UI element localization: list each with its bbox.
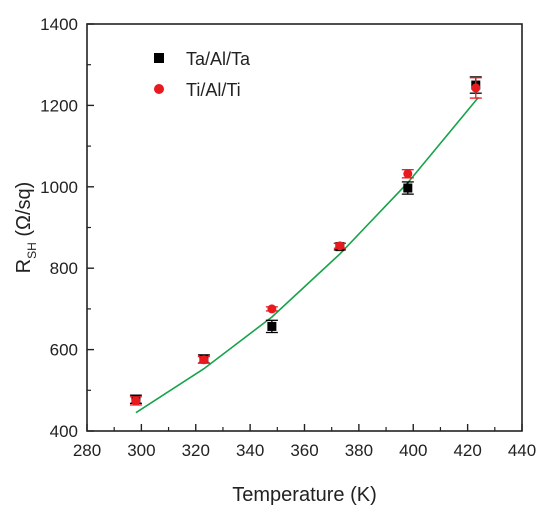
data-point bbox=[265, 319, 278, 334]
data-point bbox=[333, 241, 346, 251]
y-axis-title: RSH (Ω/sq) bbox=[13, 182, 39, 274]
x-tick-label: 440 bbox=[508, 441, 536, 460]
x-tick-label: 280 bbox=[73, 441, 101, 460]
circle-marker bbox=[403, 169, 413, 179]
square-marker bbox=[267, 321, 277, 331]
x-tick-label: 340 bbox=[236, 441, 264, 460]
x-tick-label: 300 bbox=[127, 441, 155, 460]
legend-item: Ti/Al/Ti bbox=[154, 80, 241, 100]
y-axis-title-rest: (Ω/sq) bbox=[13, 182, 35, 243]
circle-marker bbox=[199, 355, 209, 365]
data-point bbox=[401, 169, 414, 179]
y-tick-label: 800 bbox=[50, 259, 78, 278]
data-point bbox=[401, 181, 414, 195]
plot-frame bbox=[86, 23, 523, 432]
y-tick-label: 1200 bbox=[40, 96, 78, 115]
legend-label: Ti/Al/Ti bbox=[186, 80, 241, 100]
circle-marker bbox=[131, 396, 141, 406]
data-point bbox=[129, 396, 142, 406]
circle-marker bbox=[471, 83, 481, 93]
x-tick-label: 360 bbox=[290, 441, 318, 460]
circle-marker bbox=[267, 304, 277, 314]
x-axis-title: Temperature (K) bbox=[232, 484, 377, 506]
circle-marker bbox=[335, 241, 345, 251]
y-axis-title-sub: SH bbox=[25, 242, 39, 259]
y-tick-label: 600 bbox=[50, 341, 78, 360]
x-tick-label: 400 bbox=[399, 441, 427, 460]
x-tick-label: 380 bbox=[345, 441, 373, 460]
legend-circle-icon bbox=[154, 84, 164, 94]
y-tick-label: 1400 bbox=[40, 15, 78, 34]
y-axis-title-main: R bbox=[13, 259, 35, 273]
x-tick-label: 320 bbox=[182, 441, 210, 460]
legend-item: Ta/Al/Ta bbox=[154, 49, 251, 69]
data-point bbox=[197, 355, 210, 365]
data-point bbox=[265, 304, 278, 314]
square-marker bbox=[403, 183, 413, 193]
fit-line bbox=[135, 96, 480, 414]
y-tick-label: 1000 bbox=[40, 178, 78, 197]
legend-square-icon bbox=[154, 53, 164, 63]
legend-label: Ta/Al/Ta bbox=[186, 49, 251, 69]
y-tick-label: 400 bbox=[50, 422, 78, 441]
data-point bbox=[469, 77, 482, 99]
x-tick-label: 420 bbox=[453, 441, 481, 460]
